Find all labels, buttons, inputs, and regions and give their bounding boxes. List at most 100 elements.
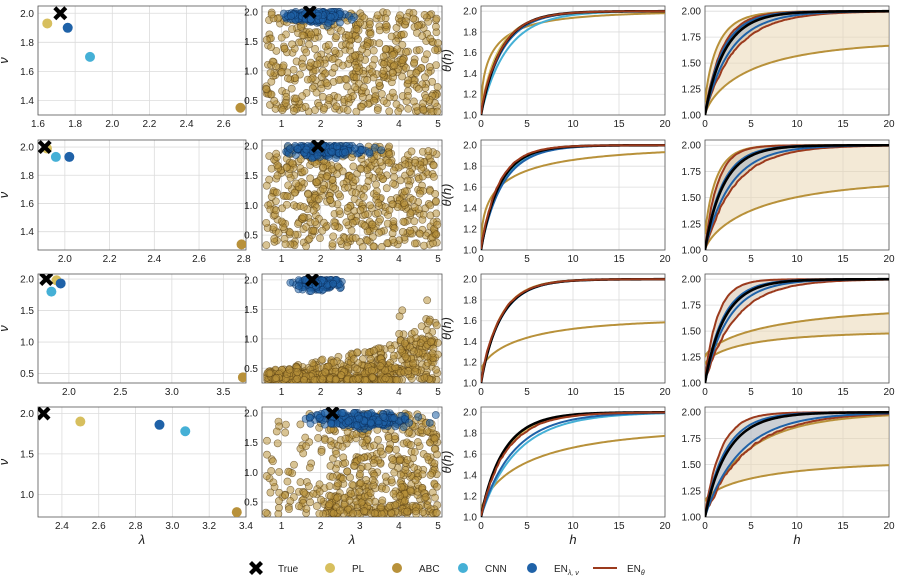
sample-abc — [329, 183, 338, 192]
sample-abc — [347, 226, 356, 235]
sample-abc — [356, 479, 365, 487]
sample-abc — [390, 61, 399, 70]
sample-abc — [334, 190, 343, 199]
legend-label: CNN — [485, 564, 507, 575]
x-axis-label: λ — [138, 532, 145, 547]
sample-abc — [430, 459, 439, 468]
x-tick-label: 20 — [883, 521, 895, 532]
y-tick-label: 0.5 — [20, 369, 34, 380]
sample-abc — [433, 220, 442, 229]
sample-abc — [299, 449, 308, 458]
plot-area — [705, 277, 889, 383]
sample-abc — [316, 234, 324, 243]
sample-abc — [388, 51, 397, 59]
sample-abc — [348, 480, 357, 489]
y-tick-label: 1.75 — [682, 301, 702, 312]
sample-en — [294, 281, 303, 290]
series-true — [705, 9, 889, 115]
sample-abc — [338, 61, 347, 70]
x-tick-label: 20 — [659, 521, 671, 532]
y-tick-label: 1.6 — [463, 450, 477, 461]
sample-en — [302, 145, 311, 154]
sample-en — [391, 422, 400, 431]
sample-abc — [387, 344, 396, 353]
sample-en — [307, 287, 315, 295]
plot-area — [39, 274, 246, 383]
sample-abc — [302, 504, 311, 513]
point-en — [154, 419, 165, 430]
point-pl — [75, 416, 86, 427]
y-tick-label: 0.5 — [244, 364, 258, 375]
plot-frame — [480, 406, 666, 518]
sample-abc — [410, 58, 419, 67]
y-axis-label: θ(h) — [439, 317, 454, 340]
x-tick-label: 5 — [524, 254, 530, 265]
sample-abc — [304, 190, 312, 199]
plot-area — [705, 411, 889, 517]
legend-marker-circle — [527, 563, 537, 573]
series-true — [705, 277, 889, 383]
sample-en — [431, 411, 440, 419]
sample-abc — [318, 355, 327, 364]
sample-abc — [413, 438, 422, 446]
y-tick-label: 2.0 — [244, 408, 258, 419]
sample-abc — [402, 17, 411, 26]
sample-abc — [378, 496, 387, 505]
sample-abc — [368, 220, 377, 229]
sample-abc — [288, 40, 296, 49]
sample-en — [374, 417, 383, 426]
y-tick-label: 1.25 — [682, 486, 702, 497]
sample-abc — [321, 368, 330, 376]
sample-abc — [267, 43, 276, 52]
y-tick-label: 1.2 — [463, 90, 477, 101]
sample-abc — [310, 375, 319, 383]
sample-abc — [290, 460, 298, 469]
sample-abc — [358, 438, 367, 447]
sample-abc — [357, 498, 366, 507]
sample-abc — [357, 102, 366, 111]
sample-abc — [369, 459, 378, 468]
sample-abc — [404, 104, 413, 113]
y-tick-label: 1.75 — [682, 434, 702, 445]
sample-abc — [356, 18, 365, 27]
sample-abc — [282, 420, 290, 429]
sample-abc — [320, 104, 329, 112]
plot-frame — [704, 139, 890, 251]
x-tick-label: 3.0 — [165, 521, 179, 532]
sample-abc — [296, 155, 305, 164]
x-tick-label: 10 — [791, 119, 803, 130]
point-abc — [236, 239, 246, 250]
sample-abc — [281, 491, 289, 500]
band-abc — [705, 11, 889, 115]
y-tick-label: 1.6 — [20, 67, 34, 78]
point-true — [38, 140, 52, 155]
sample-abc — [299, 213, 307, 221]
sample-abc — [350, 83, 359, 92]
band-abc — [705, 313, 889, 365]
x-tick-label: 10 — [567, 387, 579, 398]
sample-abc — [267, 90, 276, 99]
sample-abc — [385, 150, 393, 159]
series-true — [705, 143, 889, 250]
sample-abc — [396, 176, 405, 185]
sample-abc — [393, 376, 401, 383]
sample-abc — [366, 354, 375, 363]
y-tick-label: 1.8 — [20, 38, 34, 49]
y-tick-label: 2.0 — [463, 7, 477, 18]
row3-col4-theta-bands: 0 5 10 15 20 1.00 1.25 1.50 1.75 2.00 — [682, 273, 895, 398]
x-tick-label: 2.0 — [105, 119, 119, 130]
sample-abc — [303, 75, 312, 84]
sample-abc — [376, 158, 385, 166]
sample-abc — [402, 48, 410, 56]
sample-abc — [308, 359, 317, 368]
sample-abc — [364, 177, 373, 185]
y-tick-label: 1.4 — [463, 471, 477, 482]
y-tick-label: 1.50 — [682, 59, 702, 70]
sample-abc — [272, 427, 281, 436]
legend-label: PL — [352, 564, 365, 575]
sample-abc — [377, 503, 385, 512]
sample-abc — [398, 56, 407, 65]
plot-frame — [261, 139, 443, 251]
x-tick-label: 5 — [435, 119, 441, 130]
legend-item-cnn: CNN — [458, 563, 507, 575]
